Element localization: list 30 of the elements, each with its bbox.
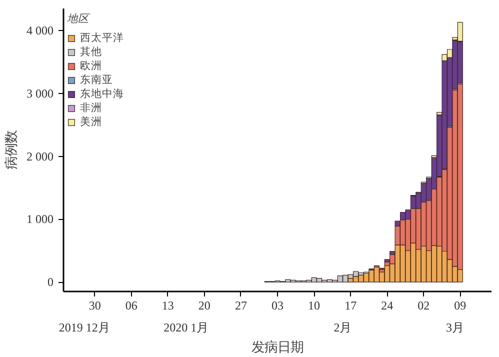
x-tick-label: 27 <box>234 298 247 312</box>
text: 3月 <box>446 320 464 334</box>
legend-label: 其他 <box>80 45 102 59</box>
text: 2020 1月 <box>164 320 209 334</box>
x-tick-label: 24 <box>381 298 394 312</box>
x-tick-label: 17 <box>344 298 357 312</box>
legend-label: 东地中海 <box>80 87 124 101</box>
y-tick-label: 3 000 <box>26 86 54 100</box>
x-tick-label: 03 <box>272 298 284 312</box>
y-tick-label: 4 000 <box>26 24 54 38</box>
x-tick-label: 30 <box>88 298 101 312</box>
x-tick-label: 02 <box>418 298 430 312</box>
x-tick-label: 10 <box>308 298 320 312</box>
x-tick-label: 20 <box>198 298 210 312</box>
legend-label: 非洲 <box>80 101 102 115</box>
legend-label: 西太平洋 <box>80 31 124 45</box>
legend-label: 东南亚 <box>80 73 113 87</box>
y-tick-label: 0 <box>48 275 54 290</box>
y-axis-title: 病例数 <box>4 130 18 170</box>
y-tick-label: 2 000 <box>26 149 54 164</box>
x-tick-label: 06 <box>125 298 138 312</box>
x-tick-label: 09 <box>454 298 466 312</box>
x-axis-title: 发病日期 <box>252 340 304 354</box>
legend-label: 欧洲 <box>80 59 102 73</box>
legend-title: 地区 <box>67 12 91 26</box>
text: 2019 12月 <box>58 320 110 334</box>
legend-label: 美洲 <box>80 115 102 129</box>
text: 2月 <box>334 320 352 334</box>
x-tick-label: 13 <box>162 298 174 312</box>
y-tick-label: 1 000 <box>26 212 54 226</box>
